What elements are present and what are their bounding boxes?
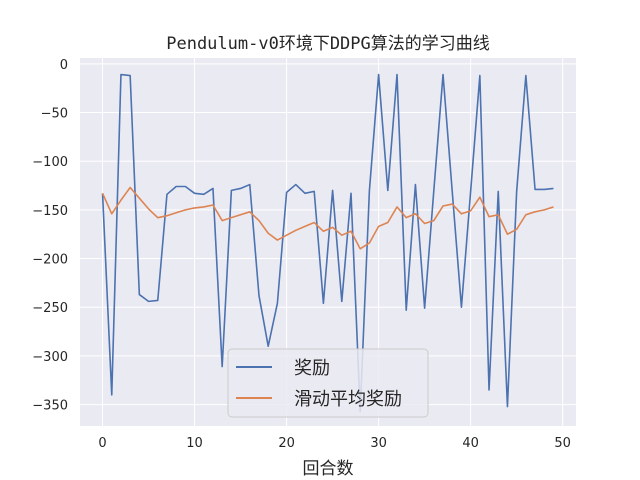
x-tick-label: 10 bbox=[186, 436, 203, 451]
legend: 奖励 滑动平均奖励 bbox=[227, 348, 429, 418]
y-tick-label: −200 bbox=[32, 253, 68, 268]
tick-labels: 0 10 20 30 40 50 0 −50 −100 −150 −200 −250 −300 −350 bbox=[32, 58, 571, 451]
x-tick-label: 50 bbox=[554, 436, 571, 451]
y-tick-label: −350 bbox=[32, 399, 68, 414]
x-tick-label: 20 bbox=[278, 436, 295, 451]
y-tick-label: −300 bbox=[32, 350, 68, 365]
legend-label-moving-average: 滑动平均奖励 bbox=[294, 389, 402, 410]
legend-label-reward: 奖励 bbox=[294, 358, 330, 379]
y-tick-label: −100 bbox=[32, 155, 68, 170]
legend-box bbox=[227, 348, 429, 418]
x-tick-label: 0 bbox=[98, 436, 106, 451]
series-line-0 bbox=[101, 73, 554, 413]
x-axis-label: 回合数 bbox=[303, 459, 354, 479]
y-tick-label: 0 bbox=[60, 58, 68, 73]
y-tick-label: −150 bbox=[32, 204, 68, 219]
y-tick-label: −250 bbox=[32, 301, 68, 316]
y-tick-label: −50 bbox=[41, 107, 68, 122]
series-line-1 bbox=[101, 186, 554, 250]
x-tick-label: 30 bbox=[370, 436, 387, 451]
series-lines bbox=[101, 73, 554, 413]
chart-title: Pendulum-v0环境下DDPG算法的学习曲线 bbox=[166, 34, 490, 54]
x-tick-label: 40 bbox=[462, 436, 479, 451]
